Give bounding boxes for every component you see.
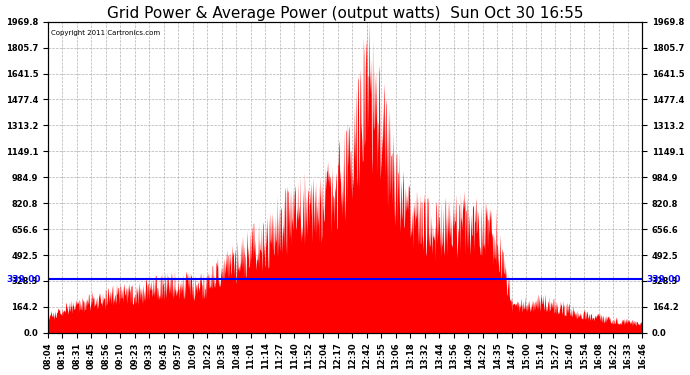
Text: Copyright 2011 Cartronics.com: Copyright 2011 Cartronics.com — [51, 30, 160, 36]
Title: Grid Power & Average Power (output watts)  Sun Oct 30 16:55: Grid Power & Average Power (output watts… — [107, 6, 583, 21]
Text: 339.00: 339.00 — [6, 275, 41, 284]
Text: 339.00: 339.00 — [647, 275, 681, 284]
